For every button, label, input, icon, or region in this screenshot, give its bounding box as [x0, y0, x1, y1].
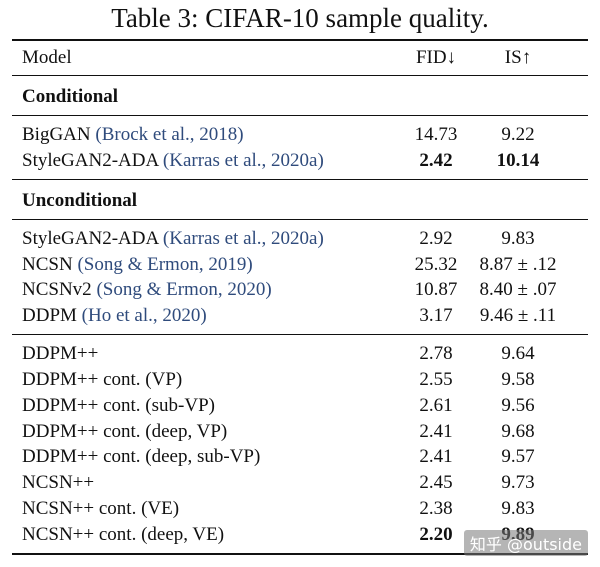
fid-value: 2.92 [419, 227, 453, 249]
fid-value: 2.38 [419, 498, 453, 519]
section-heading: Unconditional [22, 189, 138, 211]
is-value: 9.57 [501, 446, 535, 468]
model-name: StyleGAN2-ADA (Karras et al., 2020a) [22, 228, 324, 250]
model-name: DDPM++ cont. (deep, sub-VP) [22, 446, 260, 468]
rule [12, 178, 588, 180]
model: NCSNv2 [22, 279, 92, 301]
model-name: DDPM++ cont. (VP) [22, 369, 182, 391]
fid-value: 25.32 [414, 253, 458, 275]
rule [12, 75, 588, 77]
citation[interactable]: (Karras et al., 2020a) [162, 227, 324, 249]
model-name: DDPM++ cont. (deep, VP) [22, 421, 227, 443]
model: NCSN [22, 253, 73, 275]
model: StyleGAN2-ADA [22, 227, 159, 249]
fid-value: 2.20 [419, 523, 453, 545]
fid-value: 2.78 [419, 343, 453, 365]
model-name: BigGAN (Brock et al., 2018) [22, 124, 244, 146]
citation[interactable]: (Brock et al., 2018) [95, 124, 244, 145]
rule [12, 552, 588, 555]
is-value: 9.58 [501, 369, 535, 390]
is-value: 9.56 [501, 394, 535, 416]
fid-value: 2.41 [419, 446, 453, 468]
fid-value: 2.45 [419, 472, 453, 494]
model-name: DDPM++ [22, 343, 98, 365]
is-value: 9.83 [501, 227, 535, 249]
citation[interactable]: (Song & Ermon, 2019) [77, 253, 253, 275]
model: NCSN++ [22, 472, 95, 494]
section-heading: Conditional [22, 86, 119, 107]
is-value: 9.68 [501, 420, 535, 442]
rule [12, 115, 588, 116]
citation[interactable]: (Song & Ermon, 2020) [96, 279, 272, 301]
is-value: 10.14 [496, 149, 540, 171]
watermark: 知乎 @outside [463, 530, 588, 556]
rule [12, 334, 588, 336]
is-value: 8.40 ± .07 [479, 279, 557, 301]
model: DDPM [22, 305, 77, 327]
model-name: NCSN++ cont. (deep, VE) [22, 524, 224, 546]
model-name: DDPM (Ho et al., 2020) [22, 305, 207, 327]
rule [12, 218, 588, 220]
header-cell: IS↑ [504, 47, 532, 68]
model: DDPM++ cont. (sub-VP) [22, 394, 215, 416]
is-value: 9.83 [501, 498, 535, 519]
fid-value: 2.42 [419, 149, 453, 171]
is-value: 9.64 [501, 343, 535, 365]
fid-value: 2.41 [419, 420, 453, 442]
citation[interactable]: (Karras et al., 2020a) [162, 149, 324, 171]
model: NCSN++ cont. (deep, VE) [22, 523, 225, 545]
is-value: 9.46 ± .11 [479, 305, 557, 327]
table-title: Table 3: CIFAR-10 sample quality. [111, 3, 489, 33]
is-value: 8.87 ± .12 [479, 253, 557, 275]
header-cell: Model [22, 47, 72, 68]
model-name: NCSN (Song & Ermon, 2019) [22, 254, 253, 276]
is-value: 9.73 [501, 472, 535, 494]
model: DDPM++ cont. (VP) [22, 369, 183, 390]
model: DDPM++ cont. (deep, VP) [22, 420, 228, 442]
model: BigGAN [22, 124, 91, 145]
fid-value: 3.17 [419, 305, 453, 327]
header-cell: FID↓ [415, 47, 457, 68]
rule [12, 39, 588, 41]
model-name: DDPM++ cont. (sub-VP) [22, 395, 215, 417]
model: NCSN++ cont. (VE) [22, 498, 180, 519]
model-name: StyleGAN2-ADA (Karras et al., 2020a) [22, 150, 324, 172]
model: DDPM++ cont. (deep, sub-VP) [22, 446, 261, 468]
model-name: NCSN++ [22, 472, 94, 494]
model-name: NCSNv2 (Song & Ermon, 2020) [22, 279, 272, 301]
citation[interactable]: (Ho et al., 2020) [81, 305, 207, 327]
model: StyleGAN2-ADA [22, 149, 159, 171]
fid-value: 14.73 [414, 124, 458, 145]
fid-value: 2.61 [419, 394, 453, 416]
model-name: NCSN++ cont. (VE) [22, 498, 179, 520]
model: DDPM++ [22, 343, 99, 365]
fid-value: 10.87 [414, 279, 458, 301]
fid-value: 2.55 [419, 369, 453, 390]
is-value: 9.22 [501, 124, 535, 145]
